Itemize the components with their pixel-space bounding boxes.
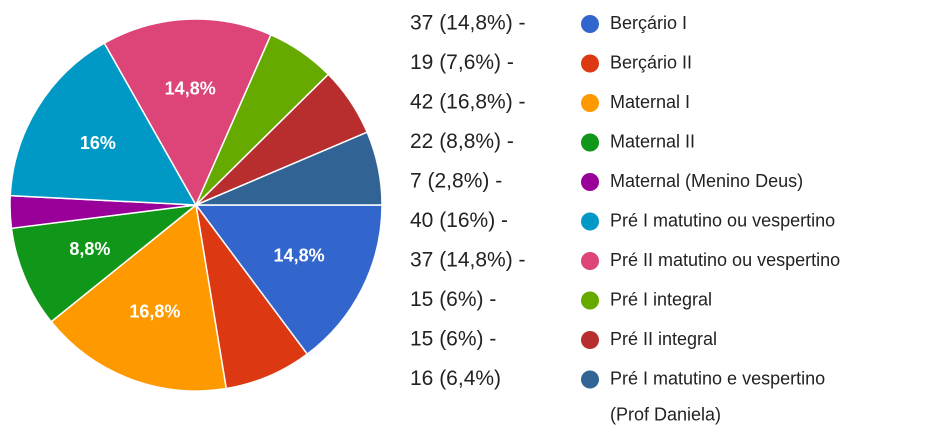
legend-line: (Prof Daniela) (610, 404, 721, 424)
legend-label: Pré I matutino e vespertino (Prof Daniela… (610, 368, 825, 424)
pie-slice (103, 18, 272, 207)
pie-slice (194, 204, 383, 356)
legend-label: Maternal II (610, 131, 695, 151)
slice-label: 16,8% (129, 301, 180, 321)
legend-value: 37 (14,8%) - (410, 12, 526, 35)
legend-swatch (581, 94, 599, 112)
legend-value: 37 (14,8%) - (410, 249, 526, 272)
legend-label: Maternal (Menino Deus) (610, 171, 803, 191)
legend-label: Pré I integral (610, 289, 712, 309)
slice-label: 8,8% (69, 239, 110, 259)
legend-label: Pré I matutino ou vespertino (610, 210, 835, 230)
legend-swatch (581, 54, 599, 73)
legend-label: Maternal I (610, 92, 690, 112)
legend-value: 22 (8,8%) - (410, 130, 514, 153)
legend-swatch (581, 15, 599, 33)
legend-value: 15 (6%) - (410, 288, 496, 311)
legend-value: 42 (16,8%) - (410, 91, 526, 114)
legend-value: 7 (2,8%) - (410, 170, 502, 193)
slice-label: 16% (80, 133, 116, 153)
slice-label: 14,8% (165, 79, 216, 99)
legend-line: Pré I matutino e vespertino (610, 368, 825, 388)
pie-slice (9, 42, 198, 206)
legend-swatch (581, 133, 599, 152)
pie-slice (10, 203, 199, 323)
legend-swatch (581, 212, 599, 231)
pie-slice (50, 203, 228, 392)
legend-value: 40 (16%) - (410, 209, 508, 232)
legend-value: 16 (6,4%) (410, 367, 501, 390)
legend-label: Pré II integral (610, 329, 717, 349)
legend-swatch (581, 370, 599, 389)
legend-swatch (581, 173, 599, 191)
legend-value: 19 (7,6%) - (410, 51, 514, 74)
legend-swatch (581, 331, 599, 349)
legend-label: Pré II matutino ou vespertino (610, 250, 840, 270)
slice-label: 14,8% (274, 245, 325, 265)
legend-value: 15 (6%) - (410, 328, 496, 351)
legend-swatch (581, 291, 599, 310)
legend-swatch (581, 252, 599, 270)
legend-label: Berçário II (610, 52, 692, 72)
legend-label: Berçário I (610, 13, 687, 33)
pie-slice (195, 131, 383, 206)
